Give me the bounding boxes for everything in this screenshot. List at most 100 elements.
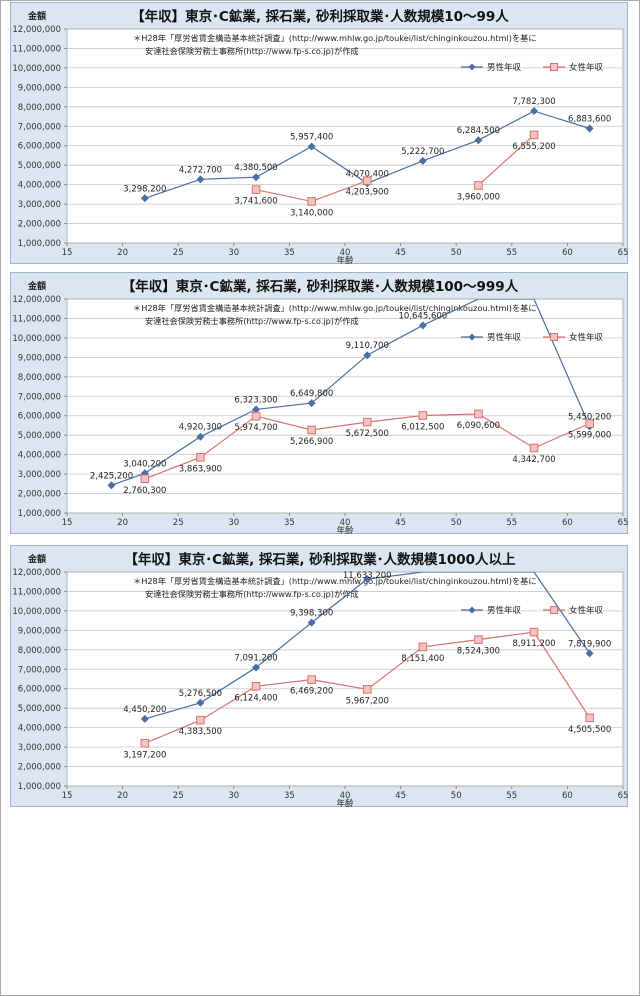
male-data-point: [418, 321, 427, 330]
x-tick-label: 25: [173, 248, 184, 258]
female-data-point: [362, 685, 372, 694]
x-tick-label: 40: [340, 248, 351, 258]
x-tick-label: 55: [506, 791, 517, 801]
y-tick-label: 2,000,000: [18, 763, 61, 773]
y-tick-label: 9,000,000: [18, 353, 61, 363]
female-data-label: 5,967,200: [346, 696, 389, 706]
female-data-point: [474, 635, 483, 644]
x-tick-label: 20: [117, 518, 128, 528]
female-data-label: 3,863,900: [179, 464, 222, 474]
female-data-point: [140, 474, 150, 484]
male-data-label: 2,425,200: [90, 471, 133, 481]
x-tick-label: 60: [562, 248, 573, 258]
source-note-line2: 安達社会保険労務士事務所(http://www.fp-s.co.jp)が作成: [145, 316, 359, 326]
male-data-label: 11,633,200: [343, 571, 392, 581]
male-data-point: [252, 663, 261, 672]
female-data-label: 8,911,200: [512, 639, 555, 649]
x-tick-label: 65: [618, 518, 629, 528]
plot-area: [66, 298, 624, 514]
female-data-point: [251, 185, 261, 194]
male-data-point: [585, 124, 594, 133]
legend-male-label: 男性年収: [487, 332, 522, 343]
legend-female-label: 女性年収: [569, 605, 604, 616]
y-tick-label: 6,000,000: [18, 412, 61, 422]
male-data-point: [474, 136, 483, 145]
female-data-label: 5,672,500: [346, 429, 389, 439]
chart-title: 【年収】東京･C鉱業, 採石業, 砂利採取業･人数規模100～999人: [122, 278, 519, 295]
y-tick-label: 2,000,000: [18, 490, 61, 500]
male-series-line: [111, 299, 591, 486]
female-data-point: [362, 176, 372, 185]
y-tick-label: 6,000,000: [18, 685, 61, 695]
legend: 男性年収 女性年収: [461, 62, 604, 73]
male-data-point: [307, 142, 316, 151]
line-chart: 【年収】東京･C鉱業, 採石業, 砂利採取業･人数規模100～999人 金額 1,0…: [12, 278, 629, 535]
y-tick-label: 5,000,000: [18, 431, 61, 441]
male-data-point: [196, 432, 205, 441]
x-tick-label: 50: [451, 791, 462, 801]
chart-title: 【年収】東京･C鉱業, 採石業, 砂利採取業･人数規模1000人以上: [124, 551, 516, 568]
female-data-point: [529, 130, 539, 140]
y-tick-label: 4,000,000: [18, 451, 61, 461]
legend-male-marker: [468, 606, 476, 614]
chart-title: 【年収】東京･C鉱業, 採石業, 砂利採取業･人数規模10～99人: [131, 8, 509, 25]
y-tick-label: 1,000,000: [18, 782, 61, 792]
y-tick-label: 11,000,000: [12, 587, 61, 597]
legend-male-marker: [468, 63, 476, 71]
male-data-label: 10,645,600: [399, 311, 448, 321]
male-data-point: [307, 618, 316, 627]
male-data-label: 6,284,500: [457, 126, 500, 136]
y-axis-label: 金額: [27, 10, 46, 22]
y-tick-label: 2,000,000: [18, 220, 61, 230]
female-data-label: 4,342,700: [512, 455, 555, 465]
plot-group: [140, 572, 594, 748]
y-tick-label: 7,000,000: [18, 392, 61, 402]
female-data-point: [140, 738, 150, 748]
female-data-label: 6,555,200: [512, 142, 555, 152]
female-data-label: 3,960,000: [457, 192, 500, 202]
female-data-point: [307, 675, 316, 684]
y-tick-label: 5,000,000: [18, 704, 61, 714]
line-chart: 【年収】東京･C鉱業, 採石業, 砂利採取業･人数規模10～99人 金額 1,000…: [12, 8, 628, 265]
male-data-label: 6,883,600: [568, 115, 611, 125]
x-tick-label: 40: [340, 518, 351, 528]
legend-male-label: 男性年収: [487, 605, 522, 616]
y-tick-label: 8,000,000: [18, 373, 61, 383]
male-data-label: 5,276,500: [179, 689, 222, 699]
y-tick-label: 7,000,000: [18, 122, 61, 132]
line-chart: 【年収】東京･C鉱業, 採石業, 砂利採取業･人数規模1000人以上 金額 1,00…: [12, 551, 628, 808]
female-data-point: [362, 417, 372, 427]
y-axis-label: 金額: [27, 280, 46, 292]
male-data-label: 7,819,900: [568, 639, 611, 649]
x-tick-label: 30: [228, 248, 239, 258]
female-data-label: 2,760,300: [123, 486, 166, 496]
y-tick-label: 5,000,000: [18, 161, 61, 171]
x-tick-label: 25: [173, 791, 184, 801]
x-tick-label: 30: [228, 791, 239, 801]
x-tick-label: 55: [506, 518, 517, 528]
x-tick-label: 35: [284, 518, 295, 528]
female-data-label: 5,266,900: [290, 437, 333, 447]
y-tick-label: 10,000,000: [12, 334, 61, 344]
x-axis-label: 年齢: [336, 798, 354, 808]
source-note-line1: ＊H28年「厚労省賃金構造基本統計調査」(http://www.mhlw.go.…: [133, 33, 537, 43]
y-tick-label: 3,000,000: [18, 743, 61, 753]
female-data-point: [418, 411, 428, 420]
male-data-point: [107, 481, 116, 490]
male-data-label: 5,957,400: [290, 133, 333, 143]
x-tick-label: 30: [228, 518, 239, 528]
y-tick-label: 6,000,000: [18, 142, 61, 152]
chart-panel-1000-plus: 【年収】東京･C鉱業, 採石業, 砂利採取業･人数規模1000人以上 金額 1,00…: [10, 545, 628, 808]
legend-female-label: 女性年収: [569, 332, 604, 343]
y-tick-label: 9,000,000: [18, 83, 61, 93]
x-tick-label: 60: [562, 518, 573, 528]
male-data-label: 4,272,700: [179, 165, 222, 175]
male-data-point: [140, 194, 149, 203]
male-data-point: [252, 405, 261, 414]
female-data-label: 8,524,300: [457, 647, 500, 657]
female-data-label: 6,012,500: [401, 422, 444, 432]
legend: 男性年収 女性年収: [461, 332, 604, 343]
female-data-label: 3,140,000: [290, 208, 333, 218]
male-data-label: 7,091,200: [234, 653, 277, 663]
male-data-point: [140, 714, 149, 723]
